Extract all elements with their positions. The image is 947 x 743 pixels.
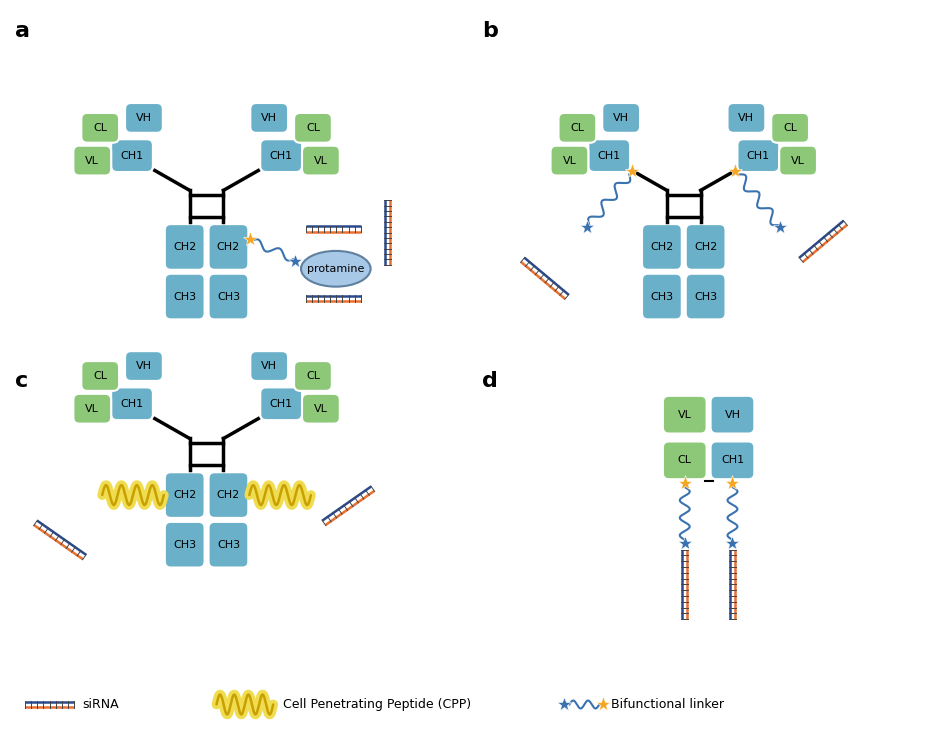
Text: VH: VH — [613, 113, 629, 123]
FancyBboxPatch shape — [588, 139, 630, 172]
FancyBboxPatch shape — [295, 361, 331, 391]
Text: VL: VL — [85, 403, 99, 414]
Text: b: b — [482, 21, 498, 41]
Text: CL: CL — [783, 123, 797, 133]
FancyBboxPatch shape — [550, 146, 588, 175]
FancyBboxPatch shape — [165, 273, 205, 319]
FancyBboxPatch shape — [663, 441, 706, 479]
Text: CH3: CH3 — [217, 291, 240, 302]
FancyBboxPatch shape — [81, 361, 119, 391]
Text: CH2: CH2 — [173, 490, 196, 500]
Text: CH2: CH2 — [651, 242, 673, 252]
FancyBboxPatch shape — [81, 113, 119, 143]
Text: CH1: CH1 — [120, 151, 144, 160]
FancyBboxPatch shape — [208, 273, 248, 319]
Text: CH3: CH3 — [217, 539, 240, 550]
FancyBboxPatch shape — [686, 273, 725, 319]
Text: VL: VL — [791, 155, 805, 166]
FancyBboxPatch shape — [111, 387, 152, 420]
Text: d: d — [482, 371, 498, 391]
Text: VH: VH — [261, 113, 277, 123]
Text: CH2: CH2 — [217, 242, 241, 252]
FancyBboxPatch shape — [302, 394, 340, 424]
FancyBboxPatch shape — [165, 473, 205, 518]
Text: VL: VL — [314, 155, 328, 166]
Text: CH2: CH2 — [217, 490, 241, 500]
Text: CL: CL — [570, 123, 584, 133]
FancyBboxPatch shape — [208, 522, 248, 568]
FancyBboxPatch shape — [779, 146, 817, 175]
FancyBboxPatch shape — [73, 394, 111, 424]
Text: CH2: CH2 — [694, 242, 717, 252]
Text: CL: CL — [93, 371, 107, 381]
Text: CH1: CH1 — [721, 455, 744, 465]
Text: CH3: CH3 — [651, 291, 673, 302]
FancyBboxPatch shape — [771, 113, 809, 143]
FancyBboxPatch shape — [642, 224, 682, 270]
Text: protamine: protamine — [307, 264, 365, 273]
FancyBboxPatch shape — [295, 113, 331, 143]
FancyBboxPatch shape — [250, 103, 288, 133]
Text: Bifunctional linker: Bifunctional linker — [611, 698, 724, 711]
FancyBboxPatch shape — [727, 103, 765, 133]
FancyBboxPatch shape — [165, 224, 205, 270]
Text: CL: CL — [306, 123, 320, 133]
Text: CH3: CH3 — [694, 291, 717, 302]
FancyBboxPatch shape — [686, 224, 725, 270]
Text: VL: VL — [563, 155, 577, 166]
Text: CH3: CH3 — [173, 291, 196, 302]
Text: VL: VL — [85, 155, 99, 166]
Text: siRNA: siRNA — [82, 698, 119, 711]
Text: VL: VL — [678, 409, 691, 420]
FancyBboxPatch shape — [260, 387, 302, 420]
Text: Cell Penetrating Peptide (CPP): Cell Penetrating Peptide (CPP) — [283, 698, 472, 711]
FancyBboxPatch shape — [302, 146, 340, 175]
FancyBboxPatch shape — [125, 351, 163, 381]
FancyBboxPatch shape — [602, 103, 640, 133]
Text: VH: VH — [739, 113, 755, 123]
Text: CH2: CH2 — [173, 242, 196, 252]
Text: CH3: CH3 — [173, 539, 196, 550]
FancyBboxPatch shape — [710, 441, 755, 479]
Text: CH1: CH1 — [270, 151, 293, 160]
Text: CL: CL — [306, 371, 320, 381]
Text: a: a — [15, 21, 29, 41]
FancyBboxPatch shape — [208, 473, 248, 518]
FancyBboxPatch shape — [125, 103, 163, 133]
Text: VH: VH — [261, 361, 277, 371]
Text: VH: VH — [136, 361, 152, 371]
Text: CH1: CH1 — [120, 399, 144, 409]
Text: CL: CL — [93, 123, 107, 133]
Text: VH: VH — [136, 113, 152, 123]
FancyBboxPatch shape — [710, 396, 755, 433]
Ellipse shape — [301, 251, 370, 287]
Text: VL: VL — [314, 403, 328, 414]
Text: VH: VH — [724, 409, 741, 420]
FancyBboxPatch shape — [250, 351, 288, 381]
FancyBboxPatch shape — [642, 273, 682, 319]
Text: c: c — [15, 371, 28, 391]
FancyBboxPatch shape — [165, 522, 205, 568]
Text: CH1: CH1 — [747, 151, 770, 160]
Text: CH1: CH1 — [598, 151, 621, 160]
FancyBboxPatch shape — [663, 396, 706, 433]
FancyBboxPatch shape — [738, 139, 779, 172]
FancyBboxPatch shape — [73, 146, 111, 175]
FancyBboxPatch shape — [208, 224, 248, 270]
Text: CL: CL — [678, 455, 691, 465]
Text: CH1: CH1 — [270, 399, 293, 409]
FancyBboxPatch shape — [260, 139, 302, 172]
FancyBboxPatch shape — [559, 113, 597, 143]
FancyBboxPatch shape — [111, 139, 152, 172]
